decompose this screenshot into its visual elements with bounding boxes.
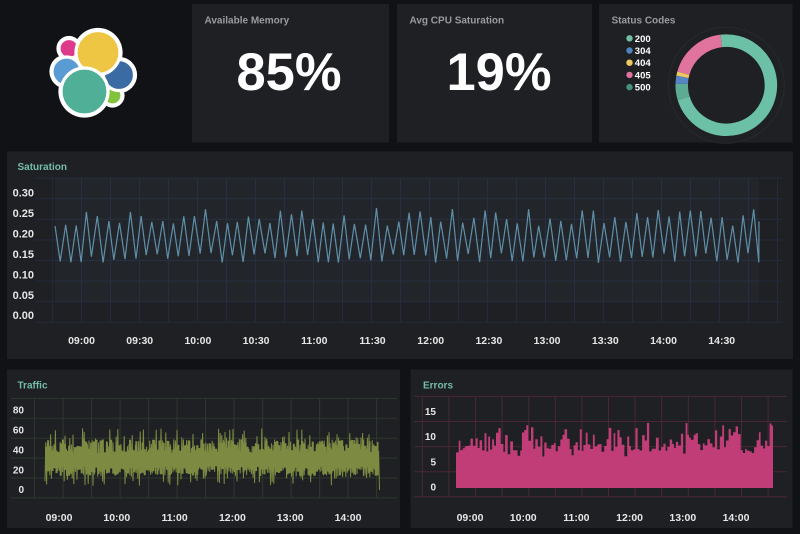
svg-text:Traffic: Traffic xyxy=(18,381,48,392)
svg-text:12:00: 12:00 xyxy=(219,512,246,524)
svg-text:10:00: 10:00 xyxy=(510,512,537,524)
svg-text:405: 405 xyxy=(635,70,652,81)
svg-text:Available Memory: Available Memory xyxy=(205,16,290,27)
svg-text:14:00: 14:00 xyxy=(650,335,677,347)
svg-text:15: 15 xyxy=(425,407,437,418)
svg-text:12:00: 12:00 xyxy=(616,512,643,524)
svg-text:13:00: 13:00 xyxy=(277,512,304,524)
svg-text:11:00: 11:00 xyxy=(563,512,589,524)
svg-text:404: 404 xyxy=(635,58,652,69)
svg-text:14:00: 14:00 xyxy=(723,512,750,524)
svg-text:14:30: 14:30 xyxy=(708,335,735,347)
svg-text:0.25: 0.25 xyxy=(13,208,34,220)
svg-text:0.05: 0.05 xyxy=(13,290,34,302)
svg-text:14:00: 14:00 xyxy=(335,512,362,524)
svg-text:0.10: 0.10 xyxy=(13,269,34,281)
svg-text:11:00: 11:00 xyxy=(301,335,327,347)
svg-text:20: 20 xyxy=(13,465,25,476)
svg-text:Avg CPU Saturation: Avg CPU Saturation xyxy=(410,16,505,27)
svg-text:10:00: 10:00 xyxy=(184,335,211,347)
svg-text:09:00: 09:00 xyxy=(457,512,484,524)
svg-text:80: 80 xyxy=(13,406,25,417)
svg-text:Saturation: Saturation xyxy=(18,162,67,173)
svg-text:11:30: 11:30 xyxy=(359,335,385,347)
svg-text:11:00: 11:00 xyxy=(161,512,187,524)
svg-text:09:00: 09:00 xyxy=(68,335,95,347)
svg-text:304: 304 xyxy=(635,46,652,57)
svg-text:12:30: 12:30 xyxy=(475,335,502,347)
svg-text:500: 500 xyxy=(635,83,651,94)
svg-text:60: 60 xyxy=(13,426,25,437)
svg-text:09:00: 09:00 xyxy=(46,512,73,524)
svg-text:0.15: 0.15 xyxy=(13,249,34,261)
svg-text:Errors: Errors xyxy=(423,381,453,392)
svg-text:19%: 19% xyxy=(446,43,551,102)
svg-text:5: 5 xyxy=(430,457,436,468)
svg-text:0.00: 0.00 xyxy=(13,310,34,322)
svg-text:10:00: 10:00 xyxy=(103,512,130,524)
svg-text:13:00: 13:00 xyxy=(534,335,561,347)
svg-text:40: 40 xyxy=(13,445,25,456)
svg-text:85%: 85% xyxy=(236,43,341,102)
svg-text:13:00: 13:00 xyxy=(669,512,696,524)
svg-text:13:30: 13:30 xyxy=(592,335,619,347)
svg-text:Status Codes: Status Codes xyxy=(612,16,676,27)
svg-text:0: 0 xyxy=(18,485,24,496)
svg-text:0.30: 0.30 xyxy=(13,188,34,200)
svg-text:0.20: 0.20 xyxy=(13,228,34,240)
svg-text:12:00: 12:00 xyxy=(417,335,444,347)
svg-text:200: 200 xyxy=(635,34,651,45)
svg-text:09:30: 09:30 xyxy=(126,335,153,347)
svg-text:0: 0 xyxy=(430,482,436,493)
svg-text:10:30: 10:30 xyxy=(243,335,270,347)
svg-text:10: 10 xyxy=(425,432,437,443)
